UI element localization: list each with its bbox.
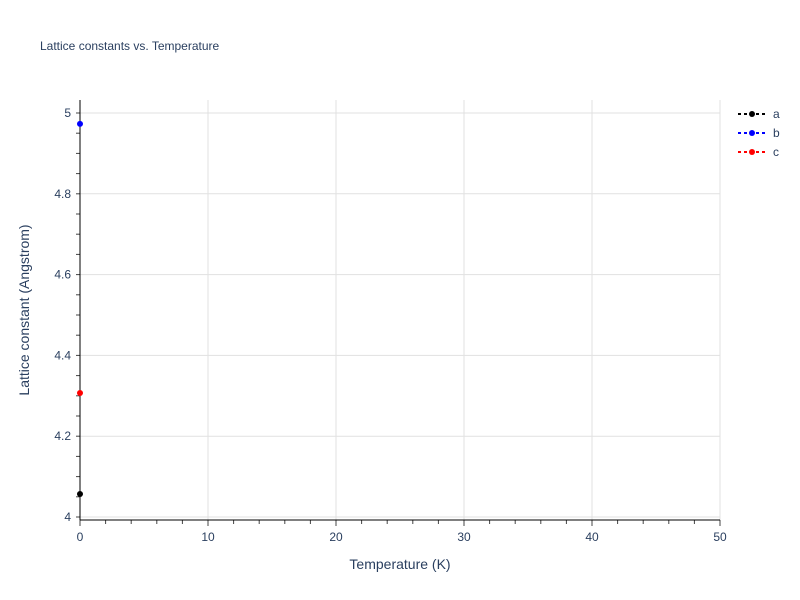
y-tick-label: 4.4 [54, 348, 71, 362]
legend-label-b: b [773, 126, 780, 140]
data-points [77, 120, 83, 497]
y-tick-label: 4 [64, 510, 71, 524]
legend[interactable]: abc [738, 107, 780, 159]
x-axis-label: Temperature (K) [349, 556, 450, 572]
y-tick-label: 4.6 [54, 268, 71, 282]
legend-marker-b [749, 130, 755, 136]
point-b [77, 120, 83, 127]
point-a [77, 490, 83, 497]
x-tick-label: 0 [77, 530, 84, 544]
x-tick-label: 50 [713, 530, 727, 544]
chart-title: Lattice constants vs. Temperature [40, 39, 220, 53]
point-c [77, 389, 83, 396]
x-tick-label: 20 [329, 530, 343, 544]
axes: 0 10 20 30 40 50 4 4.2 4.4 4.6 4.8 5 [54, 100, 727, 544]
x-tick-label: 40 [585, 530, 599, 544]
x-tick-label: 30 [457, 530, 471, 544]
grid [80, 100, 721, 520]
y-tick-label: 5 [64, 106, 71, 120]
y-tick-label: 4.2 [54, 429, 71, 443]
legend-label-c: c [773, 145, 779, 159]
legend-marker-a [749, 111, 755, 117]
x-tick-label: 10 [201, 530, 215, 544]
y-axis-label: Lattice constant (Angstrom) [16, 224, 32, 395]
legend-marker-c [749, 149, 755, 155]
legend-label-a: a [773, 107, 780, 121]
y-tick-label: 4.8 [54, 187, 71, 201]
